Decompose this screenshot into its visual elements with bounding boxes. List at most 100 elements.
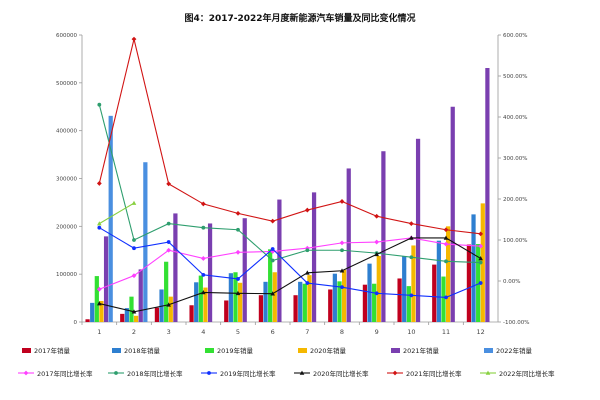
bar-2018年销量-5	[228, 273, 233, 322]
point-2019年同比增长率-10	[409, 293, 414, 298]
x-tick-label: 1	[97, 328, 101, 336]
legend-swatch-2018年销量	[112, 348, 121, 353]
point-2021年同比增长率-11	[443, 227, 449, 233]
bar-2017年销量-5	[224, 300, 229, 322]
point-2018年同比增长率-7	[305, 248, 310, 253]
bar-2018年销量-11	[436, 240, 441, 322]
point-2021年同比增长率-8	[339, 199, 345, 204]
bar-2017年销量-11	[432, 264, 437, 322]
bar-2020年销量-2	[134, 315, 139, 322]
bar-2018年销量-2	[124, 308, 129, 322]
left-tick-label: 100000	[56, 272, 77, 278]
legend-marker-2021年同比增长率	[392, 370, 398, 376]
legend-label-2021年同比增长率: 2021年同比增长率	[406, 369, 462, 378]
left-tick-label: 0	[74, 320, 78, 326]
legend-marker-2017年同比增长率	[23, 370, 29, 376]
point-2021年同比增长率-6	[270, 218, 276, 224]
x-tick-label: 9	[375, 328, 379, 336]
chart-title: 图4：2017-2022年月度新能源汽车销量及同比变化情况	[184, 12, 415, 24]
bar-2022年销量-1	[108, 115, 113, 322]
bar-2017年销量-1	[85, 319, 90, 322]
bar-2018年销量-8	[332, 273, 337, 322]
legend-marker-2020年同比增长率	[299, 370, 305, 375]
point-2018年同比增长率-8	[340, 248, 344, 253]
x-tick-label: 3	[167, 328, 171, 336]
bar-2019年销量-11	[441, 276, 446, 322]
left-tick-label: 300000	[56, 177, 77, 183]
bar-2019年销量-9	[372, 283, 377, 322]
point-2020年同比增长率-5	[235, 290, 241, 296]
point-2019年同比增长率-9	[374, 291, 379, 296]
x-tick-label: 6	[271, 328, 275, 336]
right-tick-label: 200.00%	[503, 197, 527, 203]
point-2017年同比增长率-11	[443, 241, 449, 247]
line-2021年同比增长率	[98, 38, 481, 235]
left-tick-label: 600000	[56, 33, 77, 39]
point-2017年同比增长率-1	[96, 286, 102, 292]
point-2018年同比增长率-3	[166, 221, 171, 226]
point-2021年同比增长率-12	[478, 231, 484, 237]
bar-2017年销量-9	[362, 284, 368, 322]
bar-2021年销量-6	[277, 199, 282, 322]
point-2019年同比增长率-5	[236, 277, 240, 281]
point-2018年同比增长率-11	[444, 259, 448, 264]
point-2020年同比增长率-6	[270, 291, 275, 296]
legend-label-2018年销量: 2018年销量	[124, 346, 161, 355]
point-2019年同比增长率-4	[201, 272, 206, 277]
bar-2019年销量-3	[164, 261, 169, 322]
bar-2018年销量-10	[402, 255, 407, 322]
line-2020年同比增长率	[99, 237, 481, 313]
point-2019年同比增长率-6	[270, 247, 275, 251]
x-tick-label: 11	[442, 328, 450, 336]
point-2017年同比增长率-3	[166, 247, 172, 253]
bar-2021年销量-8	[346, 168, 351, 322]
bar-2017年销量-7	[293, 295, 298, 322]
point-2021年同比增长率-4	[200, 201, 206, 207]
line-series	[96, 36, 484, 314]
bar-2020年销量-12	[480, 203, 485, 322]
legend-label-2018年同比增长率: 2018年同比增长率	[127, 369, 183, 378]
point-2017年同比增长率-5	[235, 249, 241, 255]
legend-label-2019年同比增长率: 2019年同比增长率	[220, 369, 276, 378]
bar-2021年销量-11	[450, 106, 455, 322]
bar-2018年销量-7	[298, 281, 303, 322]
bar-2021年销量-12	[485, 68, 490, 322]
point-2021年同比增长率-5	[235, 210, 241, 216]
bar-2021年销量-2	[138, 269, 143, 322]
x-tick-label: 5	[236, 328, 240, 336]
legend-marker-2019年同比增长率	[207, 371, 211, 375]
point-2017年同比增长率-2	[131, 273, 137, 279]
x-tick-label: 8	[340, 328, 344, 336]
point-2020年同比增长率-2	[131, 309, 137, 314]
bar-2018年销量-1	[90, 302, 95, 322]
point-2018年同比增长率-1	[97, 102, 102, 107]
bar-2017年销量-2	[120, 313, 125, 322]
bar-2021年销量-9	[381, 151, 386, 322]
bar-2018年销量-6	[263, 281, 268, 322]
point-2019年同比增长率-1	[97, 225, 102, 230]
point-2019年同比增长率-12	[478, 281, 483, 285]
bar-2017年销量-6	[258, 295, 264, 322]
bar-2017年销量-4	[189, 305, 194, 322]
right-tick-label: 600.00%	[503, 33, 527, 39]
point-2020年同比增长率-9	[374, 251, 379, 257]
bar-2019年销量-2	[129, 296, 134, 322]
bar-2019年销量-1	[94, 276, 99, 322]
x-axis-ticks: 1 2 3 4 5 6 7 8 9 10 11 12	[81, 322, 485, 336]
right-axis-ticks: -100.00% 0.00% 100.00% 200.00% 300.00% 400.00…	[498, 33, 529, 326]
right-tick-label: 500.00%	[503, 74, 527, 80]
left-tick-label: 500000	[56, 81, 77, 87]
legend-label-2022年同比增长率: 2022年同比增长率	[499, 369, 555, 378]
legend-swatch-2022年销量	[484, 348, 493, 353]
bar-2020年销量-6	[272, 272, 277, 322]
point-2020年同比增长率-1	[97, 301, 102, 306]
point-2020年同比增长率-11	[443, 235, 449, 240]
bar-2021年销量-7	[311, 192, 317, 322]
point-2017年同比增长率-12	[478, 243, 484, 249]
point-2021年同比增长率-9	[374, 213, 380, 219]
x-tick-label: 12	[477, 328, 485, 336]
point-2019年同比增长率-8	[340, 285, 344, 290]
right-tick-label: 0.00%	[503, 279, 520, 285]
point-2019年同比增长率-3	[166, 240, 171, 244]
